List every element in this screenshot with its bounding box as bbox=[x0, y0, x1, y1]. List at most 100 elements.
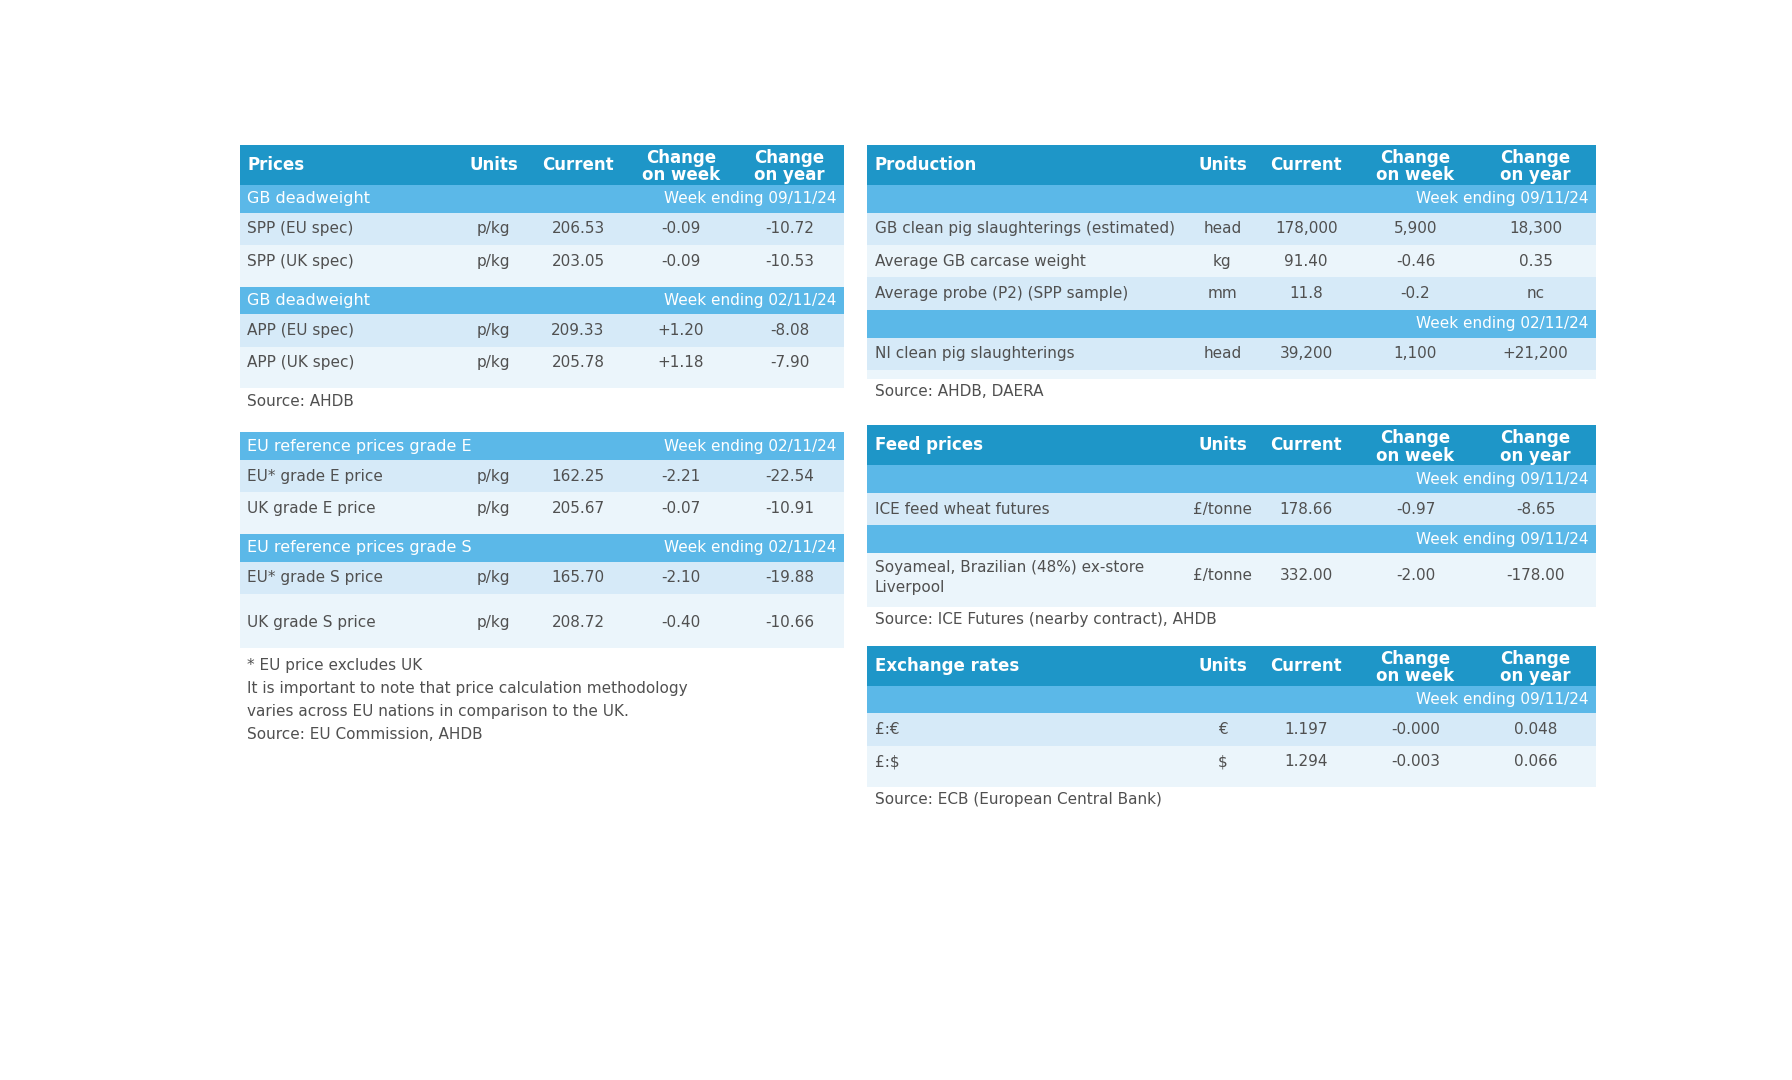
Text: 208.72: 208.72 bbox=[552, 615, 604, 630]
Text: SPP (UK spec): SPP (UK spec) bbox=[247, 254, 355, 269]
Text: p/kg: p/kg bbox=[477, 323, 511, 338]
Text: 0.35: 0.35 bbox=[1518, 254, 1552, 269]
Text: Week ending 09/11/24: Week ending 09/11/24 bbox=[1416, 531, 1588, 546]
Text: 0.066: 0.066 bbox=[1514, 754, 1557, 769]
Text: 205.78: 205.78 bbox=[552, 355, 604, 370]
Text: -8.08: -8.08 bbox=[771, 323, 810, 338]
Text: Week ending 02/11/24: Week ending 02/11/24 bbox=[1416, 316, 1588, 332]
Text: 332.00: 332.00 bbox=[1279, 568, 1333, 583]
Text: +1.20: +1.20 bbox=[658, 323, 704, 338]
Text: EU reference prices grade S: EU reference prices grade S bbox=[247, 540, 471, 555]
Text: Units: Units bbox=[1199, 657, 1247, 675]
Text: 205.67: 205.67 bbox=[552, 501, 604, 516]
Text: APP (UK spec): APP (UK spec) bbox=[247, 355, 355, 370]
Text: -2.00: -2.00 bbox=[1396, 568, 1435, 583]
Text: kg: kg bbox=[1213, 254, 1231, 269]
Text: Current: Current bbox=[1271, 436, 1342, 455]
Text: 91.40: 91.40 bbox=[1285, 254, 1328, 269]
Text: Source: ECB (European Central Bank): Source: ECB (European Central Bank) bbox=[874, 792, 1161, 807]
Text: -7.90: -7.90 bbox=[771, 355, 810, 370]
Text: Soyameal, Brazilian (48%) ex-store: Soyameal, Brazilian (48%) ex-store bbox=[874, 561, 1145, 576]
Text: on week: on week bbox=[1376, 166, 1455, 185]
Text: on week: on week bbox=[1376, 667, 1455, 685]
Text: on year: on year bbox=[1500, 447, 1572, 464]
Bar bbox=[867, 465, 1595, 494]
Bar bbox=[240, 245, 844, 278]
Bar bbox=[867, 426, 1595, 465]
Bar bbox=[867, 646, 1595, 686]
Text: -10.91: -10.91 bbox=[765, 501, 814, 516]
Text: Units: Units bbox=[1199, 156, 1247, 174]
Text: on year: on year bbox=[1500, 166, 1572, 185]
Text: p/kg: p/kg bbox=[477, 221, 511, 237]
Bar bbox=[240, 347, 844, 379]
Text: -10.66: -10.66 bbox=[765, 615, 814, 630]
Text: p/kg: p/kg bbox=[477, 469, 511, 484]
Text: on week: on week bbox=[1376, 447, 1455, 464]
Text: GB deadweight: GB deadweight bbox=[247, 191, 371, 206]
Text: -0.2: -0.2 bbox=[1401, 286, 1430, 301]
Text: UK grade E price: UK grade E price bbox=[247, 501, 376, 516]
Text: p/kg: p/kg bbox=[477, 355, 511, 370]
Bar bbox=[867, 686, 1595, 713]
Bar bbox=[240, 278, 844, 286]
Text: +1.18: +1.18 bbox=[658, 355, 704, 370]
Text: -10.72: -10.72 bbox=[765, 221, 814, 237]
Text: -0.07: -0.07 bbox=[661, 501, 701, 516]
Text: 1.294: 1.294 bbox=[1285, 754, 1328, 769]
Text: Exchange rates: Exchange rates bbox=[874, 657, 1020, 675]
Text: head: head bbox=[1202, 347, 1242, 361]
Text: -0.97: -0.97 bbox=[1396, 502, 1435, 516]
Bar bbox=[867, 553, 1595, 597]
Text: £:$: £:$ bbox=[874, 754, 900, 769]
Bar bbox=[867, 278, 1595, 310]
Text: Source: AHDB, DAERA: Source: AHDB, DAERA bbox=[874, 383, 1043, 399]
Bar bbox=[240, 562, 844, 594]
Text: Week ending 02/11/24: Week ending 02/11/24 bbox=[663, 540, 837, 555]
Bar bbox=[240, 185, 844, 213]
Text: Change: Change bbox=[1500, 430, 1572, 447]
Text: Source: EU Commission, AHDB: Source: EU Commission, AHDB bbox=[247, 727, 482, 742]
Text: * EU price excludes UK: * EU price excludes UK bbox=[247, 658, 423, 673]
Text: 39,200: 39,200 bbox=[1279, 347, 1333, 361]
Text: Change: Change bbox=[1500, 649, 1572, 667]
Text: -19.88: -19.88 bbox=[765, 570, 814, 585]
Text: EU* grade E price: EU* grade E price bbox=[247, 469, 383, 484]
Bar bbox=[240, 314, 844, 347]
Text: nc: nc bbox=[1527, 286, 1545, 301]
Text: £:€: £:€ bbox=[874, 721, 900, 737]
Bar bbox=[867, 145, 1595, 185]
Text: Prices: Prices bbox=[247, 156, 305, 174]
Text: -2.21: -2.21 bbox=[661, 469, 701, 484]
Text: 209.33: 209.33 bbox=[552, 323, 604, 338]
Text: -2.10: -2.10 bbox=[661, 570, 701, 585]
Bar bbox=[867, 213, 1595, 245]
Text: 206.53: 206.53 bbox=[552, 221, 604, 237]
Text: Change: Change bbox=[645, 149, 715, 167]
Text: p/kg: p/kg bbox=[477, 501, 511, 516]
Text: 18,300: 18,300 bbox=[1509, 221, 1563, 237]
Text: Liverpool: Liverpool bbox=[874, 580, 946, 595]
Bar bbox=[240, 534, 844, 562]
Text: 203.05: 203.05 bbox=[552, 254, 604, 269]
Text: GB deadweight: GB deadweight bbox=[247, 293, 371, 308]
Text: Average probe (P2) (SPP sample): Average probe (P2) (SPP sample) bbox=[874, 286, 1129, 301]
Bar bbox=[867, 597, 1595, 607]
Text: -0.003: -0.003 bbox=[1391, 754, 1441, 769]
Bar bbox=[867, 369, 1595, 379]
Text: -0.000: -0.000 bbox=[1391, 721, 1441, 737]
Text: APP (EU spec): APP (EU spec) bbox=[247, 323, 355, 338]
Text: Source: ICE Futures (nearby contract), AHDB: Source: ICE Futures (nearby contract), A… bbox=[874, 611, 1217, 626]
Text: Production: Production bbox=[874, 156, 977, 174]
Text: Source: AHDB: Source: AHDB bbox=[247, 394, 355, 409]
Bar bbox=[867, 310, 1595, 337]
Text: UK grade S price: UK grade S price bbox=[247, 615, 376, 630]
Text: 1,100: 1,100 bbox=[1394, 347, 1437, 361]
Bar bbox=[240, 213, 844, 245]
Text: SPP (EU spec): SPP (EU spec) bbox=[247, 221, 353, 237]
Bar bbox=[240, 638, 844, 648]
Text: p/kg: p/kg bbox=[477, 254, 511, 269]
Text: -0.46: -0.46 bbox=[1396, 254, 1435, 269]
Bar bbox=[867, 713, 1595, 745]
Text: EU* grade S price: EU* grade S price bbox=[247, 570, 383, 585]
